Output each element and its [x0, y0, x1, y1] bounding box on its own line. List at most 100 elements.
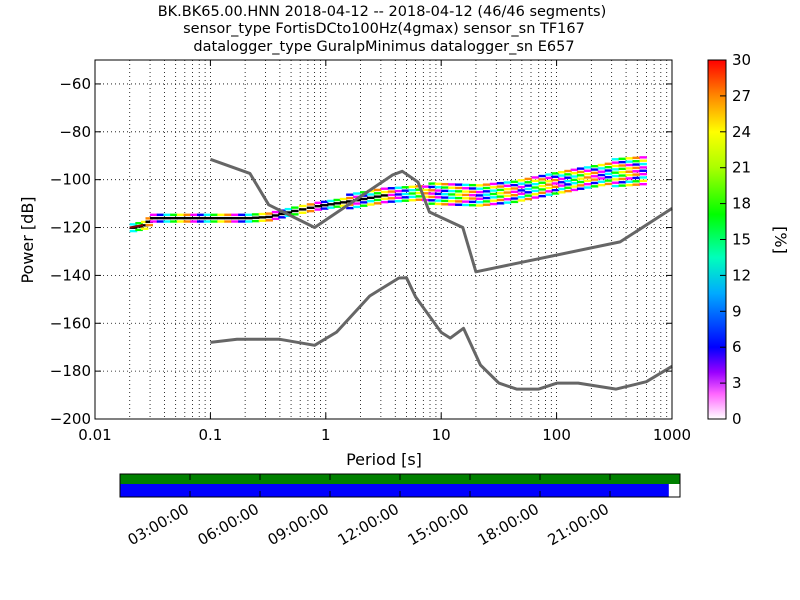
ppsd-histogram-band: [129, 156, 647, 233]
x-tick-label: 0.01: [78, 426, 111, 444]
y-axis-ticks: −60 −80 −100 −120 −140 −160 −180 −200: [50, 75, 672, 428]
ppsd-histogram-cell: [163, 213, 171, 217]
ppsd-histogram-cell: [564, 183, 572, 186]
ppsd-histogram-cell: [538, 194, 546, 198]
ppsd-histogram-cell: [531, 196, 540, 199]
ppsd-histogram-cell: [489, 202, 498, 206]
ppsd-histogram-cell: [597, 163, 606, 167]
ppsd-histogram-cell: [415, 198, 424, 201]
x-tick-label: 100: [542, 426, 571, 444]
ppsd-histogram-cell: [176, 216, 185, 220]
ppsd-histogram-cell: [576, 177, 585, 180]
timeline-tick-label: 06:00:00: [195, 500, 262, 549]
ppsd-histogram-cell: [625, 177, 634, 180]
ppsd-histogram-cell: [380, 194, 389, 197]
ppsd-histogram-cell: [245, 213, 253, 217]
ppsd-histogram-cell: [639, 176, 647, 179]
ppsd-histogram-cell: [564, 173, 572, 176]
ppsd-histogram-cell: [517, 185, 526, 189]
ppsd-histogram-cell: [503, 181, 512, 184]
ppsd-histogram-cell: [245, 216, 253, 220]
ppsd-histogram-cell: [176, 213, 185, 217]
y-tick-label: −120: [50, 219, 91, 237]
ppsd-histogram-cell: [468, 183, 477, 187]
ppsd-histogram-cell: [441, 203, 449, 206]
ppsd-histogram-cell: [428, 192, 436, 195]
ppsd-histogram-cell: [611, 178, 620, 181]
ppsd-histogram-cell: [455, 183, 463, 186]
ppsd-histogram-cell: [415, 191, 424, 195]
ppsd-histogram-cell: [475, 194, 484, 197]
ppsd-histogram-cell: [524, 197, 533, 201]
ppsd-histogram-cell: [489, 196, 498, 199]
ppsd-histogram-cell: [434, 182, 443, 186]
ppsd-histogram-cell: [333, 205, 342, 208]
ppsd-histogram-cell: [639, 156, 647, 159]
ppsd-histogram-cell: [517, 192, 526, 195]
ppsd-histogram-cell: [421, 192, 430, 195]
ppsd-histogram-cell: [590, 185, 599, 188]
ppsd-histogram-cell: [346, 196, 354, 200]
ppsd-histogram-cell: [468, 200, 477, 204]
ppsd-histogram-cell: [217, 220, 225, 223]
ppsd-histogram-cell: [576, 184, 585, 187]
ppsd-histogram-cell: [284, 211, 293, 214]
ppsd-histogram-cell: [224, 213, 232, 217]
ppsd-histogram-cell: [583, 166, 592, 169]
ppsd-histogram-cell: [373, 188, 382, 192]
ppsd-histogram-cell: [231, 220, 239, 223]
ppsd-histogram-cell: [632, 180, 641, 183]
ppsd-histogram-cell: [401, 199, 410, 202]
ppsd-histogram-cell: [190, 213, 198, 217]
ppsd-histogram-cell: [265, 212, 273, 215]
ppsd-histogram-cell: [298, 211, 307, 214]
ppsd-histogram-cell: [475, 197, 484, 200]
ppsd-histogram-cell: [538, 181, 546, 184]
ppsd-histogram-cell: [496, 195, 505, 198]
ppsd-histogram-cell: [618, 174, 627, 177]
ppsd-histogram-cell: [632, 156, 641, 160]
ppsd-histogram-cell: [503, 184, 512, 188]
ppsd-histogram-cell: [135, 228, 143, 232]
ppsd-histogram-cell: [366, 196, 375, 200]
ppsd-histogram-cell: [475, 204, 484, 207]
ppsd-histogram-cell: [421, 195, 430, 198]
ppsd-histogram-cell: [611, 181, 620, 184]
ppsd-histogram-cell: [346, 206, 354, 210]
ppsd-histogram-cell: [597, 170, 606, 173]
ppsd-histogram-cell: [510, 190, 519, 194]
ppsd-histogram-cell: [468, 204, 477, 207]
colorbar-tick-label: 0: [732, 410, 742, 428]
ppsd-histogram-cell: [271, 217, 280, 221]
ppsd-histogram-cell: [327, 199, 335, 203]
ppsd-histogram-cell: [597, 183, 606, 187]
ppsd-histogram-cell: [265, 215, 273, 219]
ppsd-histogram-cell: [353, 195, 361, 199]
ppsd-histogram-cell: [415, 195, 424, 198]
ppsd-histogram-cell: [496, 202, 505, 205]
ppsd-histogram-cell: [570, 182, 579, 185]
ppsd-histogram-cell: [462, 187, 470, 190]
ppsd-histogram-cell: [545, 180, 553, 183]
colorbar-tick-label: 6: [732, 338, 742, 356]
ppsd-histogram-cell: [434, 199, 443, 202]
ppsd-histogram-cell: [129, 223, 138, 226]
ppsd-histogram-cell: [462, 183, 470, 187]
x-tick-label: 1: [321, 426, 331, 444]
ppsd-histogram-cell: [373, 192, 382, 195]
ppsd-histogram-cell: [632, 176, 641, 180]
ppsd-histogram-cell: [387, 200, 396, 203]
ppsd-histogram-cell: [625, 173, 634, 177]
ppsd-histogram-cell: [224, 216, 232, 220]
ppsd-histogram-cell: [217, 216, 225, 220]
ppsd-histogram-cell: [129, 224, 144, 229]
ppsd-histogram-cell: [306, 209, 315, 213]
ppsd-histogram-cell: [517, 182, 526, 185]
ppsd-histogram-cell: [639, 159, 647, 162]
ppsd-histogram-cell: [408, 188, 417, 192]
ppsd-histogram-cell: [583, 172, 592, 176]
ppsd-histogram-cell: [203, 220, 212, 223]
ppsd-histogram-cell: [251, 213, 260, 216]
ppsd-histogram-cell: [428, 199, 436, 202]
ppsd-histogram-cell: [441, 199, 449, 203]
